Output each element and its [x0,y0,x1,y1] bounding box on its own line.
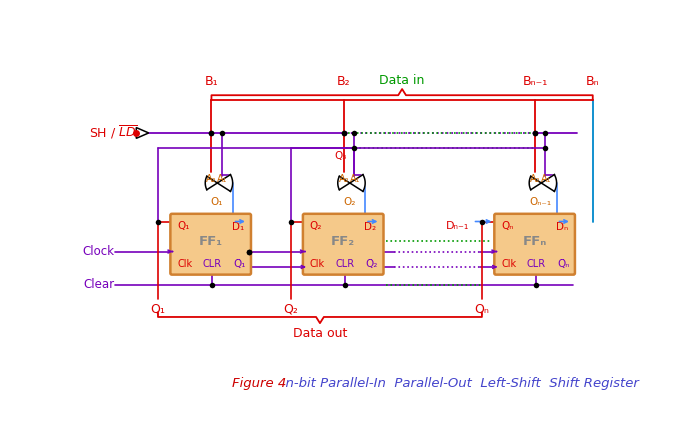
Text: FFₙ: FFₙ [522,235,547,248]
Text: Oₙ₋₁: Oₙ₋₁ [530,197,552,207]
Text: Clear: Clear [84,278,114,291]
Text: Q̄₂: Q̄₂ [366,259,378,269]
Text: Clk: Clk [310,259,325,269]
Text: Clock: Clock [82,245,114,258]
Text: D₁: D₁ [232,222,244,232]
Text: Data in: Data in [379,74,425,87]
Text: Q₂: Q₂ [283,302,298,315]
Text: Clk: Clk [177,259,193,269]
Text: A₁: A₁ [349,174,360,184]
Text: FF₂: FF₂ [331,235,355,248]
Text: A₁: A₁ [217,174,227,184]
Text: Dₙ₋₁: Dₙ₋₁ [445,221,469,231]
Text: Qₙ: Qₙ [501,222,513,232]
Text: Clk: Clk [501,259,516,269]
Text: Bₙ: Bₙ [586,75,599,88]
Text: Data out: Data out [293,327,347,340]
Text: A₂: A₂ [530,174,541,184]
Text: Q₂: Q₂ [310,222,322,232]
Text: D₂: D₂ [364,222,377,232]
Text: Figure 4: Figure 4 [232,377,287,390]
Text: Q₁: Q₁ [177,222,190,232]
Text: SH / $\overline{LD}$: SH / $\overline{LD}$ [89,124,137,142]
Polygon shape [338,175,365,191]
FancyBboxPatch shape [303,214,383,274]
Text: Q₁: Q₁ [151,302,165,315]
Text: Qₙ: Qₙ [475,302,490,315]
Polygon shape [205,175,233,191]
FancyBboxPatch shape [494,214,575,274]
Text: Bₙ₋₁: Bₙ₋₁ [523,75,548,88]
Text: CLR: CLR [335,259,354,269]
Text: CLR: CLR [526,259,545,269]
Text: O₂: O₂ [343,197,355,207]
Text: A₂: A₂ [338,174,349,184]
Text: B₁: B₁ [204,75,219,88]
Text: Q₃: Q₃ [334,152,347,161]
Text: Q̄₁: Q̄₁ [233,259,246,269]
Text: Q̄ₙ: Q̄ₙ [557,259,569,269]
Text: A₂: A₂ [206,174,217,184]
Text: Dₙ: Dₙ [556,222,568,232]
FancyBboxPatch shape [170,214,251,274]
Text: FF₁: FF₁ [199,235,223,248]
Text: B₂: B₂ [337,75,351,88]
Text: CLR: CLR [203,259,222,269]
Polygon shape [136,127,148,138]
Text: n-bit Parallel-In  Parallel-Out  Left-Shift  Shift Register: n-bit Parallel-In Parallel-Out Left-Shif… [277,377,639,390]
Text: A₁: A₁ [541,174,552,184]
Text: O₁: O₁ [210,197,223,207]
Polygon shape [529,175,556,191]
